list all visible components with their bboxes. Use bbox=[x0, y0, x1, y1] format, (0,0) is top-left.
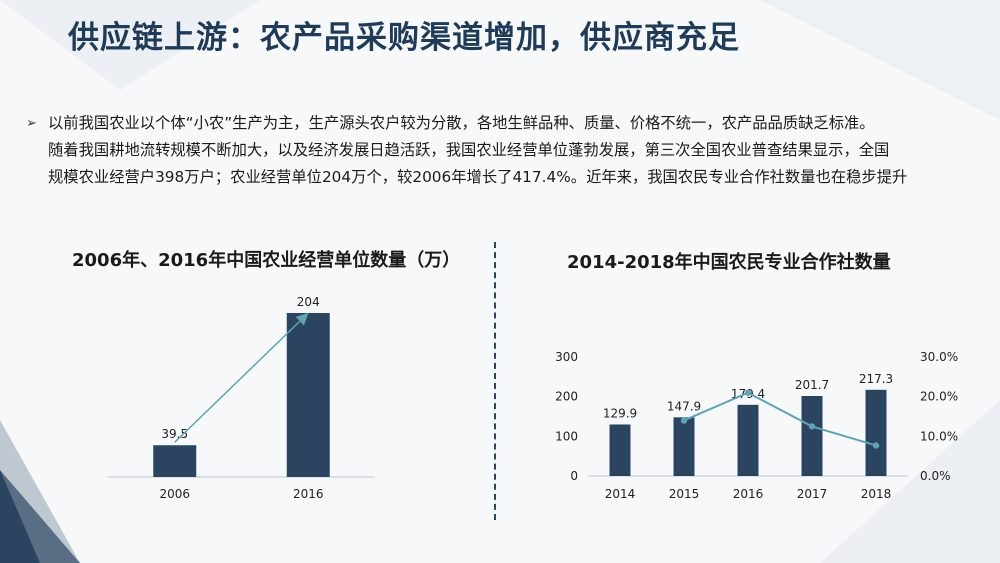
chart2-y-tick-label: 200 bbox=[555, 390, 578, 404]
chart2-y2-tick-label: 20.0% bbox=[920, 390, 958, 404]
chart2-category-label: 2015 bbox=[669, 487, 700, 501]
chart2-category-label: 2016 bbox=[733, 487, 764, 501]
page-title: 供应链上游：农产品采购渠道增加，供应商充足 bbox=[68, 20, 740, 56]
chart2-growth-point bbox=[680, 417, 688, 424]
chart1-value-label: 204 bbox=[297, 295, 320, 309]
chart1-value-label: 39.5 bbox=[161, 427, 188, 441]
intro-paragraph: ➢ 以前我国农业以个体“小农”生产为主，生产源头农户较为分散，各地生鲜品种、质量… bbox=[26, 110, 981, 191]
chart2-value-label: 147.9 bbox=[667, 399, 701, 413]
chart2-bar bbox=[609, 424, 631, 476]
chart2-category-label: 2014 bbox=[605, 487, 636, 501]
chart2-y2-tick-label: 10.0% bbox=[920, 429, 958, 443]
intro-line: 随着我国耕地流转规模不断加大，以及经济发展日趋活跃，我国农业经营单位蓬勃发展，第… bbox=[48, 141, 890, 159]
chart1-bar bbox=[286, 313, 330, 477]
chart2-bar bbox=[801, 395, 823, 476]
chart2-bar bbox=[865, 389, 887, 476]
chart2-y2-tick-label: 0.0% bbox=[920, 469, 951, 483]
chart2-y2-tick-label: 30.0% bbox=[920, 350, 958, 364]
intro-line: 规模农业经营户398万户；农业经营单位204万个，较2006年增长了417.4%… bbox=[48, 168, 908, 186]
chart2-growth-line bbox=[683, 391, 877, 447]
chart2-title: 2014-2018年中国农民专业合作社数量 bbox=[567, 252, 891, 273]
chart2-category-label: 2017 bbox=[797, 487, 828, 501]
chart2-value-label: 129.9 bbox=[603, 406, 637, 420]
chart2-y-tick-label: 300 bbox=[555, 350, 578, 364]
chart2-growth-point bbox=[872, 442, 880, 449]
chart2-y-tick-label: 0 bbox=[570, 469, 578, 483]
chart2-y-tick-label: 100 bbox=[555, 429, 578, 443]
chart1-category-label: 2016 bbox=[293, 487, 324, 501]
chart1-title: 2006年、2016年中国农业经营单位数量（万） bbox=[72, 250, 461, 271]
bullet-arrow-icon: ➢ bbox=[26, 116, 37, 131]
chart1-bar bbox=[153, 445, 197, 477]
chart-divider bbox=[494, 242, 496, 520]
chart1-trend-arrow bbox=[174, 312, 309, 443]
intro-line: 以前我国农业以个体“小农”生产为主，生产源头农户较为分散，各地生鲜品种、质量、价… bbox=[48, 114, 875, 132]
chart2-growth-point bbox=[808, 423, 816, 430]
chart2-value-label: 217.3 bbox=[859, 372, 893, 386]
chart2-bar bbox=[673, 417, 695, 476]
chart2-bar bbox=[737, 404, 759, 476]
chart2-growth-point bbox=[744, 389, 752, 396]
chart1-category-label: 2006 bbox=[159, 487, 190, 501]
chart2-value-label: 201.7 bbox=[795, 378, 829, 392]
chart2-category-label: 2018 bbox=[861, 487, 892, 501]
